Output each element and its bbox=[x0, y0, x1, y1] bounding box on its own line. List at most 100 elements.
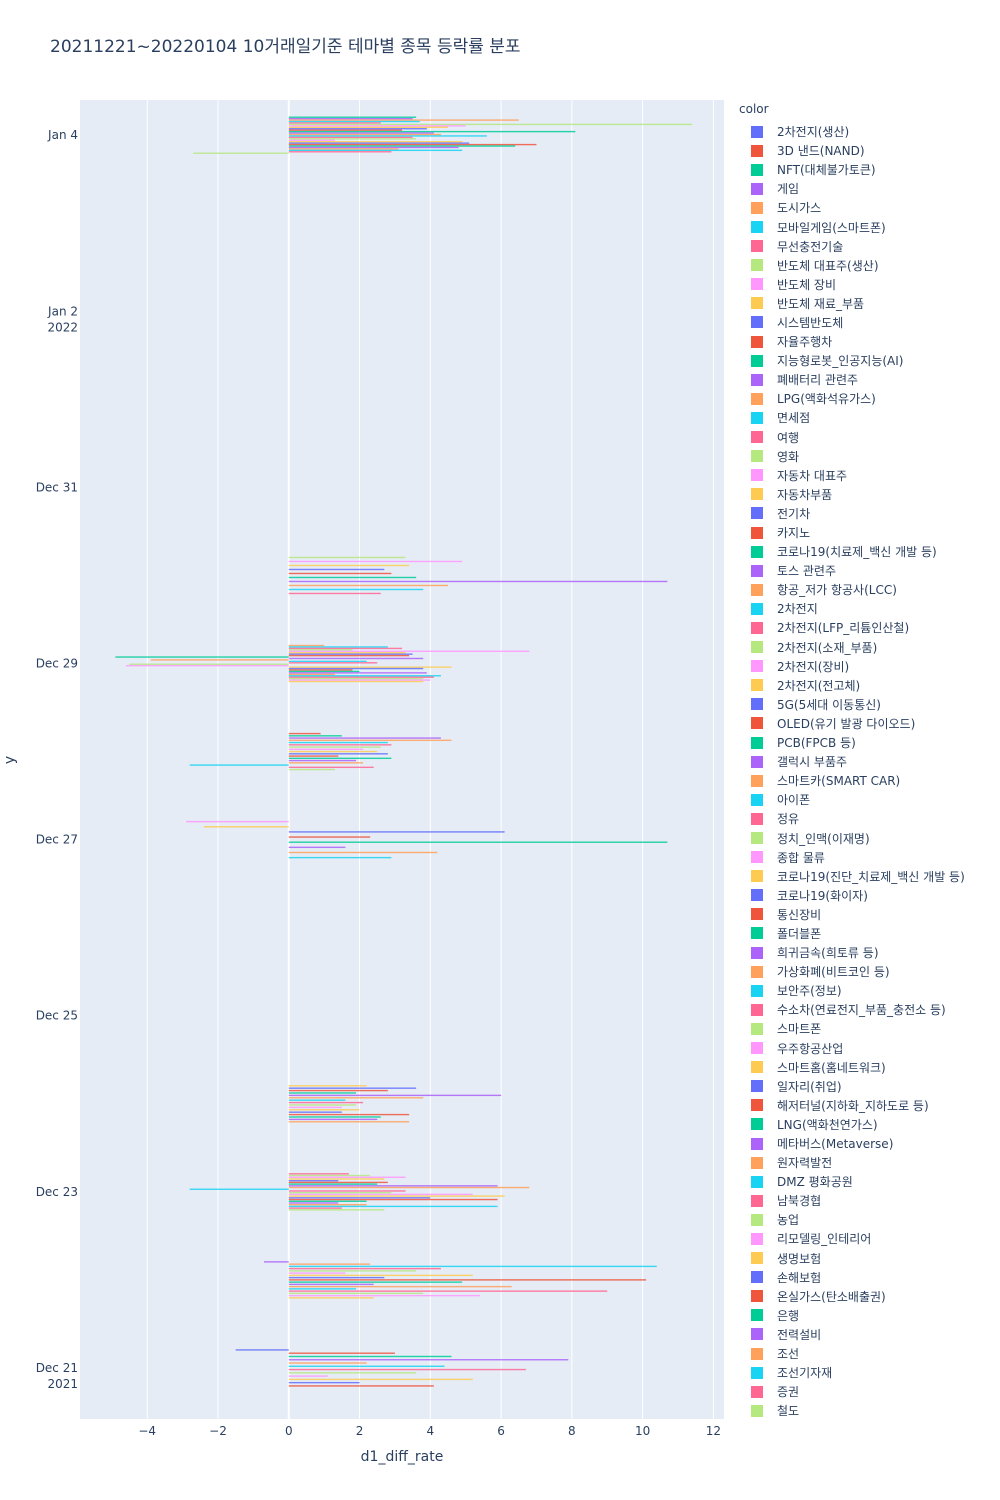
legend-item[interactable]: 자율주행차 bbox=[738, 332, 1000, 351]
bar bbox=[129, 663, 289, 665]
legend-label: 지능형로봇_인공지능(AI) bbox=[777, 354, 904, 369]
bar bbox=[288, 676, 434, 678]
legend-item[interactable]: 2차전지 bbox=[738, 599, 1000, 618]
bar bbox=[288, 1186, 530, 1189]
bar bbox=[288, 1121, 410, 1123]
legend-item[interactable]: 항공_저가 항공사(LCC) bbox=[738, 580, 1000, 599]
legend-item[interactable]: 아이폰 bbox=[738, 790, 1000, 809]
legend-item[interactable]: 여행 bbox=[738, 428, 1000, 447]
legend-item[interactable]: 3D 낸드(NAND) bbox=[738, 141, 1000, 160]
x-axis-title: d1_diff_rate bbox=[361, 1449, 444, 1465]
bar bbox=[288, 741, 388, 744]
legend-item[interactable]: 코로나19(치료제_백신 개발 등) bbox=[738, 542, 1000, 561]
legend-item[interactable]: 반도체 장비 bbox=[738, 275, 1000, 294]
legend-item[interactable]: 갤럭시 부품주 bbox=[738, 752, 1000, 771]
legend-item[interactable]: 은행 bbox=[738, 1306, 1000, 1325]
legend-item[interactable]: 조선 bbox=[738, 1344, 1000, 1363]
legend-item[interactable]: 우주항공산업 bbox=[738, 1039, 1000, 1058]
bar bbox=[193, 152, 289, 154]
legend-item[interactable]: PCB(FPCB 등) bbox=[738, 733, 1000, 752]
legend-item[interactable]: 수소차(연료전지_부품_충전소 등) bbox=[738, 1000, 1000, 1019]
legend-label: 가상화폐(비트코인 등) bbox=[777, 965, 890, 980]
legend-item[interactable]: 반도체 대표주(생산) bbox=[738, 256, 1000, 275]
y-axis-title: y bbox=[2, 756, 18, 764]
bar bbox=[288, 1085, 367, 1087]
legend-label: 코로나19(치료제_백신 개발 등) bbox=[777, 545, 937, 560]
legend-item[interactable]: 정치_인맥(이재명) bbox=[738, 828, 1000, 847]
bar bbox=[235, 1349, 289, 1351]
legend-item[interactable]: 2차전지(장비) bbox=[738, 657, 1000, 676]
bar bbox=[288, 666, 452, 668]
legend-item[interactable]: 게임 bbox=[738, 179, 1000, 198]
legend-item[interactable]: 정유 bbox=[738, 809, 1000, 828]
legend-item[interactable]: 2차전지(소재_부품) bbox=[738, 638, 1000, 657]
bar bbox=[288, 116, 417, 118]
legend-swatch bbox=[751, 621, 763, 634]
legend-item[interactable]: 스마트카(SMART CAR) bbox=[738, 771, 1000, 790]
legend-swatch bbox=[751, 163, 763, 176]
bar bbox=[288, 846, 346, 849]
legend-item[interactable]: 손해보험 bbox=[738, 1268, 1000, 1287]
legend-item[interactable]: OLED(유기 발광 다이오드) bbox=[738, 714, 1000, 733]
legend-item[interactable]: 가상화폐(비트코인 등) bbox=[738, 962, 1000, 981]
legend-item[interactable]: 메타버스(Metaverse) bbox=[738, 1134, 1000, 1153]
legend-item[interactable]: 폴더블폰 bbox=[738, 924, 1000, 943]
legend-item[interactable]: 증권 bbox=[738, 1382, 1000, 1401]
legend-item[interactable]: 스마트폰 bbox=[738, 1019, 1000, 1038]
legend-item[interactable]: 일자리(취업) bbox=[738, 1077, 1000, 1096]
legend-item[interactable]: 5G(5세대 이동통신) bbox=[738, 695, 1000, 714]
legend-item[interactable]: LPG(액화석유가스) bbox=[738, 389, 1000, 408]
legend-item[interactable]: 도시가스 bbox=[738, 198, 1000, 217]
bar bbox=[288, 1365, 445, 1367]
legend-swatch bbox=[751, 927, 763, 940]
legend-item[interactable]: DMZ 평화공원 bbox=[738, 1172, 1000, 1191]
legend-item[interactable]: LNG(액화천연가스) bbox=[738, 1115, 1000, 1134]
bar bbox=[288, 1209, 385, 1211]
bar bbox=[288, 1202, 339, 1204]
bar bbox=[288, 120, 420, 123]
legend-item[interactable]: 시스템반도체 bbox=[738, 313, 1000, 332]
legend-item[interactable]: 남북경협 bbox=[738, 1191, 1000, 1210]
legend-item[interactable]: 리모델링_인테리어 bbox=[738, 1229, 1000, 1248]
legend-item[interactable]: 해저터널(지하화_지하도로 등) bbox=[738, 1096, 1000, 1115]
legend-item[interactable]: 폐배터리 관련주 bbox=[738, 370, 1000, 389]
legend-item[interactable]: 영화 bbox=[738, 447, 1000, 466]
legend-item[interactable]: 희귀금속(희토류 등) bbox=[738, 943, 1000, 962]
legend-item[interactable]: 철도 bbox=[738, 1401, 1000, 1420]
legend-item[interactable]: 2차전지(전고체) bbox=[738, 676, 1000, 695]
bar bbox=[288, 680, 424, 683]
legend-label: 폐배터리 관련주 bbox=[777, 373, 859, 388]
legend-item[interactable]: 코로나19(화이자) bbox=[738, 886, 1000, 905]
bar bbox=[288, 1285, 512, 1288]
legend-item[interactable]: 농업 bbox=[738, 1210, 1000, 1229]
legend-item[interactable]: 지능형로봇_인공지능(AI) bbox=[738, 351, 1000, 370]
legend-item[interactable]: 통신장비 bbox=[738, 905, 1000, 924]
legend-item[interactable]: 생명보험 bbox=[738, 1249, 1000, 1268]
legend-item[interactable]: 스마트홈(홈네트워크) bbox=[738, 1058, 1000, 1077]
legend-swatch bbox=[751, 1194, 763, 1207]
legend-item[interactable]: 온실가스(탄소배출권) bbox=[738, 1287, 1000, 1306]
legend-item[interactable]: 원자력발전 bbox=[738, 1153, 1000, 1172]
legend-item[interactable]: 반도체 재료_부품 bbox=[738, 294, 1000, 313]
legend-item[interactable]: 조선기자재 bbox=[738, 1363, 1000, 1382]
legend-item[interactable]: 코로나19(진단_치료제_백신 개발 등) bbox=[738, 867, 1000, 886]
legend-item[interactable]: 2차전지(LFP_리튬인산철) bbox=[738, 618, 1000, 637]
legend-item[interactable]: 자동차부품 bbox=[738, 485, 1000, 504]
legend-swatch bbox=[751, 182, 763, 195]
legend-item[interactable]: 전력설비 bbox=[738, 1325, 1000, 1344]
legend-item[interactable]: 자동차 대표주 bbox=[738, 466, 1000, 485]
legend-item[interactable]: 카지노 bbox=[738, 523, 1000, 542]
legend-swatch bbox=[751, 335, 763, 348]
legend-label: 반도체 재료_부품 bbox=[777, 296, 865, 311]
legend-item[interactable]: 전기차 bbox=[738, 504, 1000, 523]
legend-item[interactable]: NFT(대체불가토큰) bbox=[738, 160, 1000, 179]
legend-item[interactable]: 2차전지(생산) bbox=[738, 122, 1000, 141]
legend-item[interactable]: 모바일게임(스마트폰) bbox=[738, 217, 1000, 236]
legend-item[interactable]: 무선충전기술 bbox=[738, 237, 1000, 256]
legend-item[interactable]: 토스 관련주 bbox=[738, 561, 1000, 580]
legend-item[interactable]: 종합 물류 bbox=[738, 848, 1000, 867]
y-tick-label: Dec 29 bbox=[36, 657, 78, 671]
legend-swatch bbox=[751, 832, 763, 845]
legend-item[interactable]: 면세점 bbox=[738, 408, 1000, 427]
legend-item[interactable]: 보안주(정보) bbox=[738, 981, 1000, 1000]
